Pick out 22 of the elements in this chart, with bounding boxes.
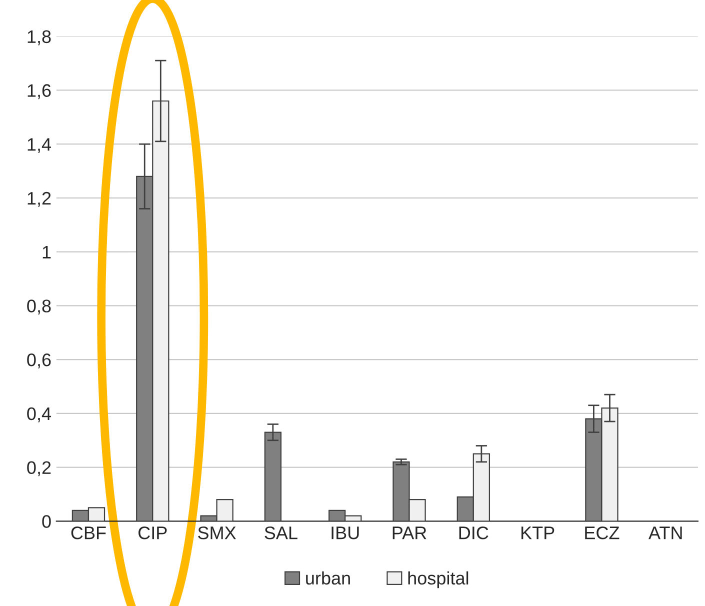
x-tick-label: CIP <box>138 526 167 540</box>
x-tick-label: CBF <box>71 526 106 540</box>
x-tick-label: IBU <box>332 526 359 540</box>
legend-label: urban <box>306 571 350 585</box>
y-tick-label: 0,4 <box>27 407 52 422</box>
x-tick-label: SAL <box>264 526 298 540</box>
y-tick-label: 0,8 <box>27 300 51 315</box>
legend-label: hospital <box>408 571 468 588</box>
x-tick-label: ATN <box>648 526 682 540</box>
x-tick-label: KTP <box>521 526 554 540</box>
x-tick-label: DIC <box>459 526 488 540</box>
y-tick-label: 0,6 <box>27 353 51 368</box>
y-tick-label: 1,2 <box>28 192 51 207</box>
y-tick-label: 0 <box>42 515 51 528</box>
x-tick-label: PAR <box>392 526 426 540</box>
y-tick-label: 1,4 <box>28 138 52 153</box>
y-tick-label: 1,6 <box>28 84 51 100</box>
y-tick-label: 1 <box>42 246 51 258</box>
x-tick-label: SMX <box>198 526 236 540</box>
x-tick-label: ECZ <box>585 526 620 540</box>
y-tick-label: 1,8 <box>28 30 51 46</box>
y-tick-label: 0,2 <box>27 461 51 476</box>
